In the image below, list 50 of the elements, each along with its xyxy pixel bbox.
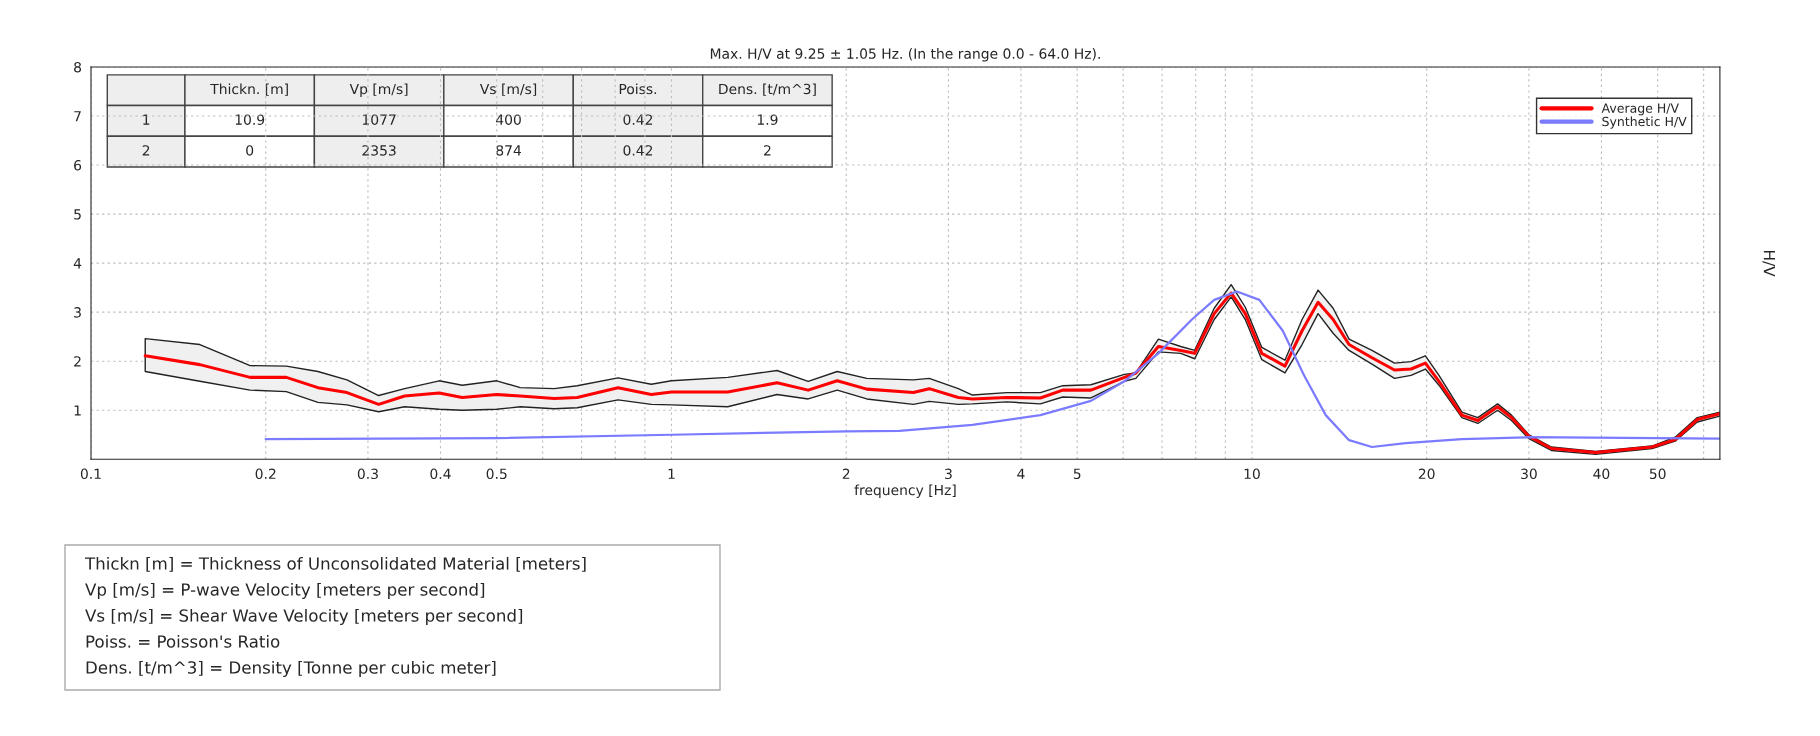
annotation: 2	[764, 145, 771, 156]
x-tick-label: 4	[1017, 468, 1025, 479]
annotation: 874	[496, 145, 522, 156]
text: Thickn [m] = Thickness of Unconsolidated Material [meters]	[84, 556, 586, 572]
x-tick-label: 30	[1521, 468, 1537, 480]
chart-title: Max. H/V at 9.25 ± 1.05 Hz. (In the range 0.0 - 64.0 Hz).	[710, 48, 1100, 62]
y-tick-label: 2	[74, 356, 81, 367]
y-tick-label: 5	[74, 209, 81, 220]
x-tick-label: 0.3	[357, 468, 378, 480]
x-tick-label: 0.5	[486, 468, 507, 480]
annotation: 1077	[362, 114, 396, 125]
text: Poiss. = Poisson's Ratio	[86, 634, 280, 648]
y-tick-label: 4	[73, 258, 82, 269]
y-tick-label: 3	[74, 307, 81, 318]
text: Vs [m/s] = Shear Wave Velocity [meters per second]	[85, 608, 523, 626]
x-tick-label: 0.4	[430, 468, 451, 480]
x-tick-label: 3	[945, 468, 952, 480]
annotation: 2	[142, 145, 150, 156]
x-tick-label: 1	[668, 468, 675, 479]
x-tick-label: 10	[1244, 468, 1260, 480]
annotation: Vs [m/s]	[479, 83, 537, 96]
x-tick-label: 40	[1593, 468, 1610, 480]
x-tick-label: 20	[1418, 468, 1435, 480]
legend-label: Synthetic H/V	[1602, 116, 1687, 129]
annotation: 0.42	[623, 114, 653, 125]
annotation: Poiss.	[619, 83, 657, 95]
annotation: 0	[246, 145, 254, 156]
annotation: 2353	[362, 145, 396, 156]
x-tick-label: 0.1	[80, 468, 101, 480]
x-tick-label: 2	[842, 468, 850, 479]
annotation: 1	[143, 114, 150, 125]
annotation: Dens. [t/m^3]	[719, 83, 816, 96]
y-tick-label: 1	[74, 405, 81, 416]
x-axis-title: frequency [Hz]	[854, 484, 956, 498]
text: Vp [m/s] = P-wave Velocity [meters per second]	[85, 582, 485, 600]
annotation: 1.9	[757, 114, 778, 125]
text: Dens. [t/m^3] = Density [Tonne per cubic meter]	[86, 660, 496, 678]
x-tick-label: 0.2	[255, 468, 276, 480]
y-tick-label: 6	[74, 160, 82, 171]
x-tick-label: 5	[1073, 468, 1081, 480]
y-axis-title: H/V	[1762, 251, 1775, 277]
annotation: 10.9	[235, 114, 265, 125]
y-tick-label: 7	[74, 111, 81, 122]
annotation: Vp [m/s]	[349, 83, 408, 97]
y-tick-label: 8	[74, 61, 82, 73]
annotation: 0.42	[623, 145, 653, 156]
x-tick-label: 50	[1649, 468, 1666, 480]
annotation: Thickn. [m]	[210, 83, 288, 96]
legend-label: Average H/V	[1601, 103, 1679, 116]
annotation: 400	[495, 114, 521, 125]
